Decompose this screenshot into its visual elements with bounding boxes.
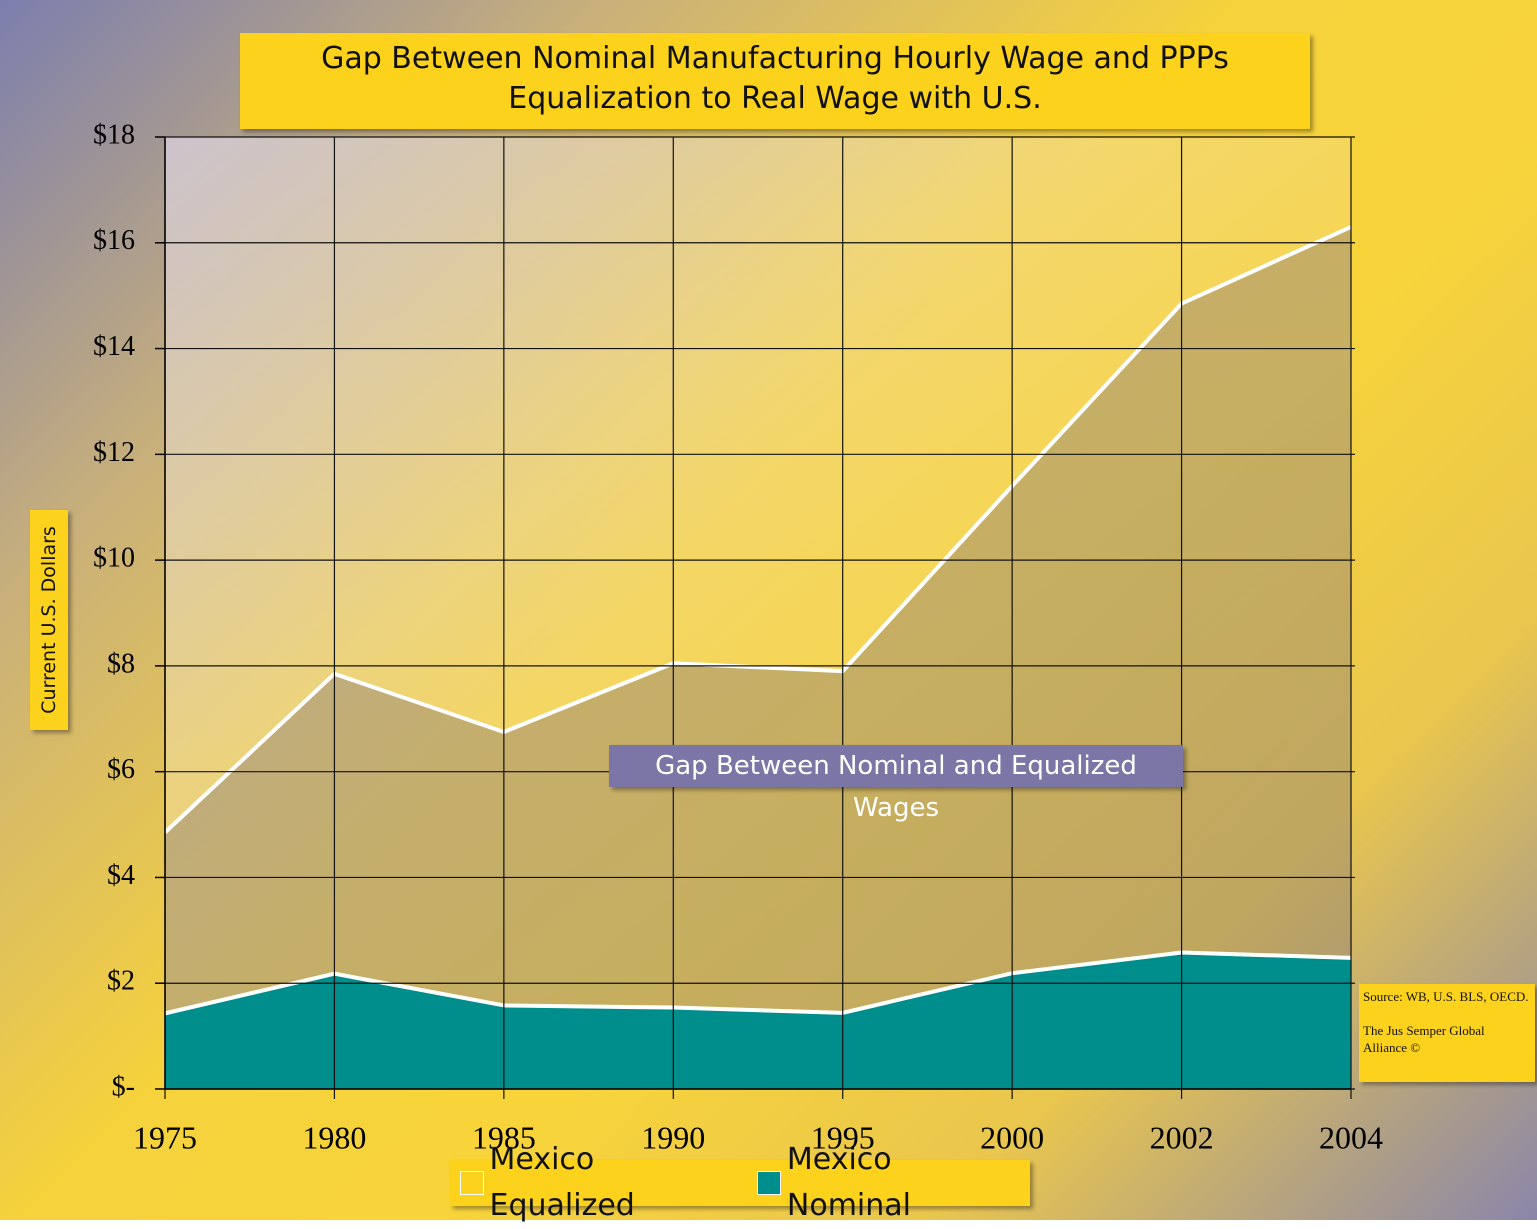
x-tick-label: 2000: [980, 1119, 1044, 1155]
area-line: [163, 225, 1352, 834]
legend: Mexico Equalized Mexico Nominal: [450, 1142, 1030, 1223]
source-line: Source: WB, U.S. BLS, OECD.: [1363, 989, 1529, 1004]
legend-swatch: [460, 1171, 484, 1195]
legend-label: Mexico Nominal: [786, 1142, 911, 1223]
y-tick-label: $10: [93, 543, 135, 574]
y-tick-label: $-: [112, 1071, 135, 1102]
x-tick-label: 2002: [1150, 1119, 1214, 1155]
source: Source: WB, U.S. BLS, OECD. The Jus Semp…: [1359, 984, 1535, 1082]
y-tick-label: $6: [107, 754, 135, 785]
x-tick-label: 1975: [133, 1119, 197, 1155]
y-tick-label: $14: [93, 331, 135, 362]
y-tick-label: $12: [93, 437, 135, 468]
plot-bg: [165, 137, 1351, 1089]
y-axis-label-box: Current U.S. Dollars: [30, 510, 68, 730]
y-axis-label: Current U.S. Dollars: [38, 526, 60, 714]
legend-label: Mexico Equalized: [489, 1142, 635, 1223]
x-tick-label: 1985: [472, 1119, 536, 1155]
area: [165, 952, 1351, 1089]
annotation: Gap Between Nominal and Equalized Wages: [609, 745, 1183, 823]
legend-swatch: [757, 1171, 781, 1195]
y-tick-label: $16: [93, 225, 135, 256]
y-tick-label: $18: [93, 119, 135, 150]
y-tick-label: $8: [107, 648, 135, 679]
x-tick-label: 1995: [811, 1119, 875, 1155]
x-tick-label: 1980: [302, 1119, 366, 1155]
y-tick-label: $4: [107, 860, 135, 891]
source-line: The Jus Semper Global Alliance ©: [1363, 1023, 1485, 1055]
x-tick-label: 1990: [641, 1119, 705, 1155]
y-tick-label: $2: [107, 966, 135, 997]
x-tick-label: 2004: [1319, 1119, 1383, 1155]
area-line: [164, 950, 1352, 1016]
chart-title: Gap Between Nominal Manufacturing Hourly…: [240, 33, 1310, 129]
